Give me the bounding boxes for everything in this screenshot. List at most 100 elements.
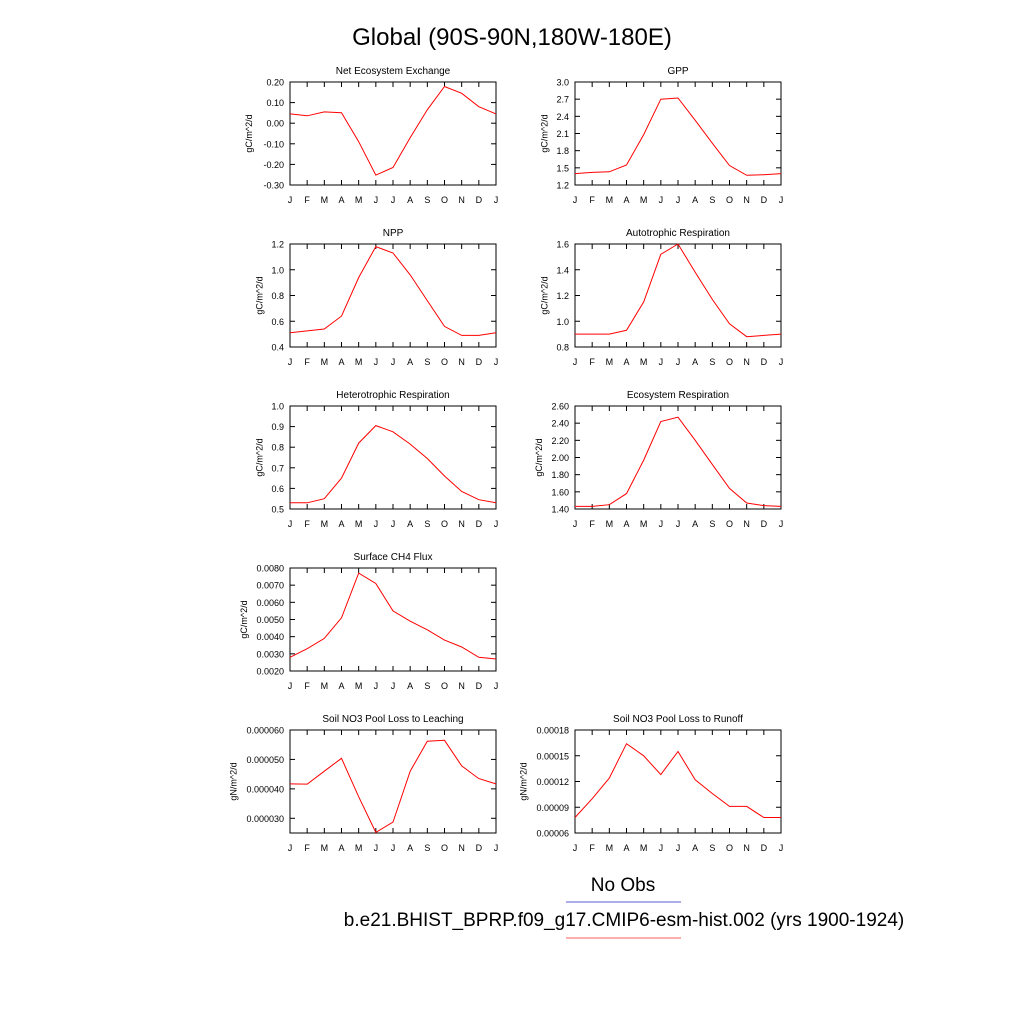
x-tick-label: J [659, 195, 664, 205]
plot-frame [289, 567, 497, 672]
x-tick-label: N [743, 357, 750, 367]
x-tick-label: J [374, 357, 379, 367]
x-tick-label: J [288, 843, 293, 853]
y-tick-label: 1.80 [551, 470, 569, 480]
y-tick-label: 2.1 [556, 129, 569, 139]
y-tick-label: 0.0070 [256, 581, 284, 591]
x-tick-label: J [779, 519, 784, 529]
y-tick-label: 2.40 [551, 419, 569, 429]
y-tick-label: 0.00006 [536, 829, 569, 839]
panel-title: Autotrophic Respiration [626, 228, 730, 239]
y-tick-label: 1.6 [556, 240, 569, 250]
y-tick-label: 0.0040 [256, 632, 284, 642]
x-tick-label: M [321, 357, 329, 367]
series-line [575, 416, 782, 507]
x-tick-label: J [494, 357, 499, 367]
y-tick-label: 0.0020 [256, 667, 284, 677]
x-tick-label: J [391, 843, 396, 853]
panel-title: Surface CH4 Flux [354, 552, 433, 563]
series-line [289, 85, 497, 176]
y-tick-label: 2.7 [556, 95, 569, 105]
x-tick-label: J [659, 843, 664, 853]
legend: No Obs b.e21.BHIST_BPRP.f09_g17.CMIP6-es… [344, 875, 904, 939]
x-tick-label: J [288, 681, 293, 691]
x-tick-label: O [441, 195, 448, 205]
x-tick-label: J [374, 681, 379, 691]
x-tick-label: S [424, 357, 430, 367]
legend-label-obs: No Obs [591, 875, 655, 896]
y-tick-label: 0.5 [271, 505, 284, 515]
x-tick-label: O [726, 519, 733, 529]
x-tick-label: J [573, 843, 578, 853]
x-tick-label: A [338, 681, 344, 691]
x-tick-label: F [304, 519, 310, 529]
x-tick-label: S [424, 843, 430, 853]
x-tick-label: F [304, 195, 310, 205]
series-line [574, 97, 782, 176]
x-tick-label: M [606, 357, 614, 367]
x-tick-label: N [743, 519, 750, 529]
y-tick-label: 0.20 [266, 78, 284, 88]
x-tick-label: D [761, 195, 768, 205]
x-tick-label: O [726, 195, 733, 205]
y-tick-label: 0.00012 [536, 777, 569, 787]
x-tick-label: N [458, 519, 465, 529]
x-tick-label: J [494, 519, 499, 529]
panel-title: Ecosystem Respiration [627, 390, 729, 401]
series-line [575, 243, 782, 338]
x-tick-label: J [494, 195, 499, 205]
plot-frame [574, 405, 782, 510]
x-tick-label: M [640, 519, 648, 529]
series-line [289, 739, 497, 834]
x-tick-label: J [374, 519, 379, 529]
panel-title: Soil NO3 Pool Loss to Runoff [613, 714, 743, 725]
series-line [289, 572, 497, 660]
y-axis-label: gC/m^2/d [244, 114, 254, 152]
x-tick-label: A [338, 195, 344, 205]
y-tick-label: 0.00 [266, 119, 284, 129]
y-tick-label: 0.00018 [536, 726, 569, 736]
y-tick-label: 0.000060 [246, 726, 284, 736]
y-tick-label: 0.8 [556, 343, 569, 353]
x-tick-label: J [288, 519, 293, 529]
x-tick-label: N [458, 195, 465, 205]
x-tick-label: O [441, 357, 448, 367]
x-tick-label: A [407, 195, 413, 205]
x-tick-label: A [692, 357, 698, 367]
y-tick-label: 1.8 [556, 146, 569, 156]
x-tick-label: J [573, 357, 578, 367]
x-tick-label: A [692, 519, 698, 529]
x-tick-label: S [424, 681, 430, 691]
x-tick-label: M [355, 681, 363, 691]
y-tick-label: 0.6 [271, 484, 284, 494]
panel-title: Net Ecosystem Exchange [336, 66, 451, 77]
x-tick-label: M [355, 519, 363, 529]
x-tick-label: M [321, 843, 329, 853]
x-tick-label: A [623, 843, 629, 853]
y-tick-label: 1.2 [556, 291, 569, 301]
y-tick-label: 1.0 [271, 265, 284, 275]
x-tick-label: M [321, 519, 329, 529]
y-axis-label: gN/m^2/d [519, 762, 529, 800]
panel-title: Soil NO3 Pool Loss to Leaching [322, 714, 463, 725]
y-tick-label: 1.2 [271, 240, 284, 250]
y-tick-label: -0.10 [263, 139, 284, 149]
x-tick-label: J [573, 519, 578, 529]
x-tick-label: J [391, 519, 396, 529]
x-tick-label: A [407, 843, 413, 853]
x-tick-label: M [640, 195, 648, 205]
y-axis-label: gN/m^2/d [228, 762, 238, 800]
y-tick-label: 0.000050 [246, 755, 284, 765]
x-tick-label: A [407, 357, 413, 367]
plot-frame [574, 81, 782, 186]
x-tick-label: J [779, 195, 784, 205]
y-axis-label: gC/m^2/d [254, 276, 264, 314]
x-tick-label: J [391, 357, 396, 367]
